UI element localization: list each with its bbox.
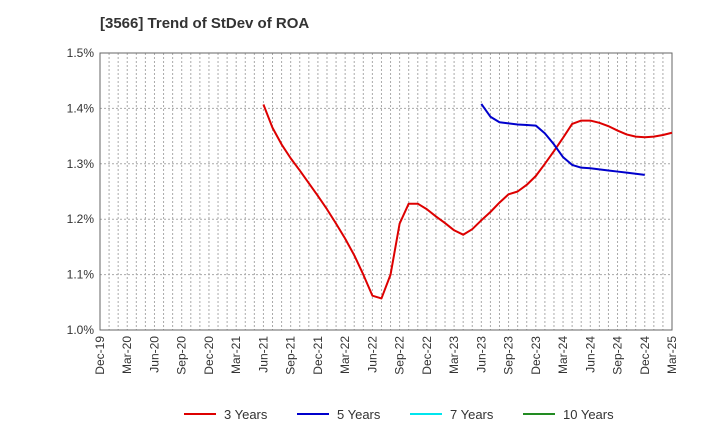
y-tick-label: 1.1% bbox=[67, 268, 95, 282]
y-tick-label: 1.5% bbox=[67, 46, 95, 60]
legend-item-3-years: 3 Years bbox=[184, 407, 268, 422]
x-tick-label: Sep-20 bbox=[175, 336, 189, 375]
x-tick-label: Sep-24 bbox=[611, 336, 625, 375]
x-tick-label: Dec-22 bbox=[420, 336, 434, 375]
chart-title: [3566] Trend of StDev of ROA bbox=[100, 15, 310, 32]
x-tick-label: Jun-21 bbox=[256, 336, 270, 373]
legend-label-5-years: 5 Years bbox=[337, 407, 381, 422]
x-tick-label: Dec-23 bbox=[529, 336, 543, 375]
x-tick-label: Dec-20 bbox=[202, 336, 216, 375]
x-tick-label: Dec-24 bbox=[638, 336, 652, 375]
series-lines bbox=[262, 103, 673, 300]
y-tick-label: 1.0% bbox=[67, 323, 95, 337]
x-tick-label: Mar-21 bbox=[229, 336, 243, 374]
x-tick-label: Jun-24 bbox=[583, 336, 597, 373]
legend-label-7-years: 7 Years bbox=[450, 407, 494, 422]
x-tick-label: Sep-22 bbox=[393, 336, 407, 375]
legend-item-5-years: 5 Years bbox=[297, 407, 381, 422]
x-tick-label: Jun-23 bbox=[474, 336, 488, 373]
legend: 3 Years 5 Years 7 Years 10 Years bbox=[184, 407, 614, 422]
x-tick-label: Jun-22 bbox=[365, 336, 379, 373]
x-tick-label: Mar-20 bbox=[120, 336, 134, 374]
x-tick-label: Mar-24 bbox=[556, 336, 570, 374]
x-tick-label: Sep-21 bbox=[284, 336, 298, 375]
series-line-3-years bbox=[262, 104, 673, 300]
y-tick-label: 1.4% bbox=[67, 101, 95, 115]
axes: 1.0% 1.1% 1.2% 1.3% 1.4% 1.5% Dec-19 Mar-20 Jun-… bbox=[67, 46, 679, 375]
legend-item-7-years: 7 Years bbox=[410, 407, 494, 422]
legend-label-3-years: 3 Years bbox=[224, 407, 268, 422]
legend-item-10-years: 10 Years bbox=[523, 407, 614, 422]
x-tick-label: Mar-23 bbox=[447, 336, 461, 374]
x-tick-label: Mar-22 bbox=[338, 336, 352, 374]
y-tick-label: 1.2% bbox=[67, 212, 95, 226]
y-tick-label: 1.3% bbox=[67, 157, 95, 171]
x-tick-label: Dec-19 bbox=[93, 336, 107, 375]
legend-label-10-years: 10 Years bbox=[563, 407, 614, 422]
x-tick-label: Sep-23 bbox=[502, 336, 516, 375]
x-tick-label: Jun-20 bbox=[147, 336, 161, 373]
x-tick-label: Dec-21 bbox=[311, 336, 325, 375]
series-line-5-years bbox=[480, 103, 645, 176]
x-tick-label: Mar-25 bbox=[665, 336, 679, 374]
plot-frame bbox=[99, 52, 673, 331]
